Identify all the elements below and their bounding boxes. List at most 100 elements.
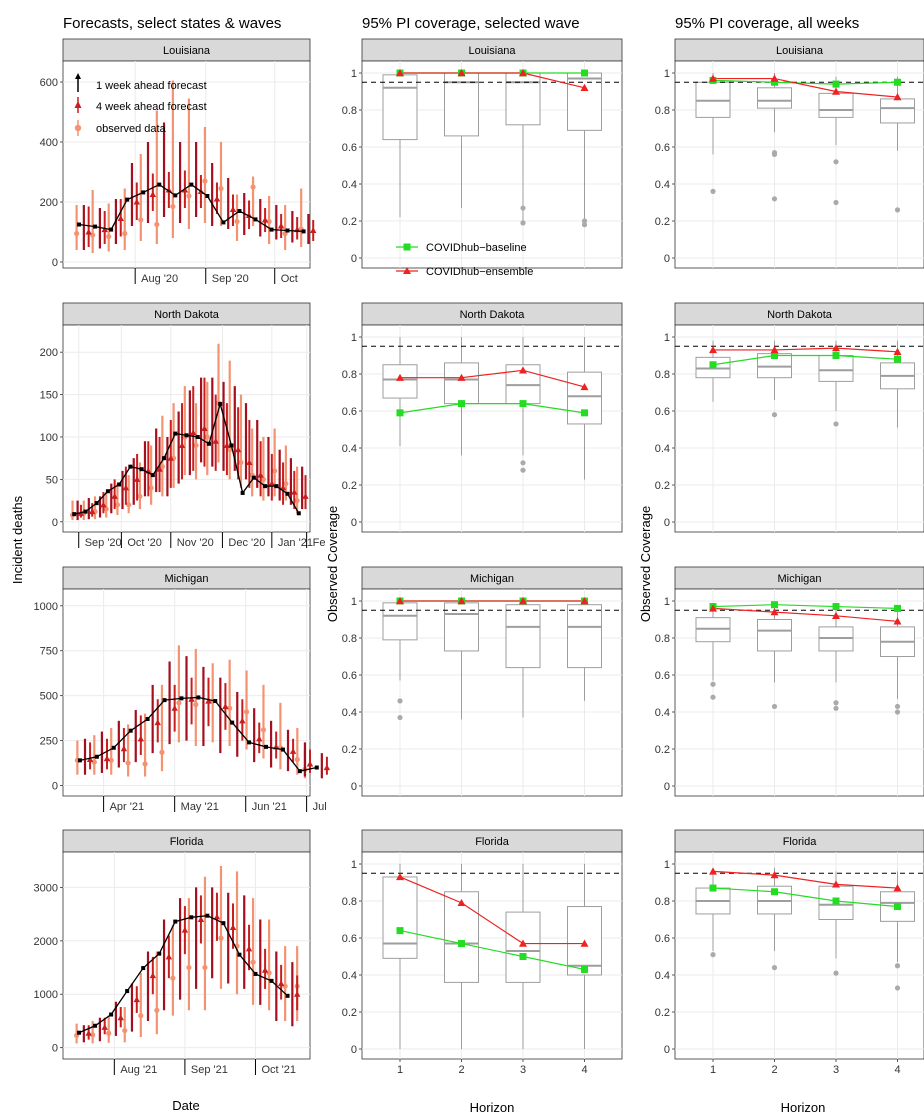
forecast-michigan-observed-point <box>145 717 150 722</box>
forecast-michigan-obs-point <box>108 757 114 763</box>
coverage-all-florida-outlier <box>833 970 839 976</box>
forecast-florida-panel: Florida 0 1000 2000 3000 Aug '21 Sep '21 Oct '2… <box>34 829 311 1076</box>
coverage-all-michigan-outlier <box>710 694 716 700</box>
forecast-michigan-wk1-marker <box>120 745 128 752</box>
coverage-all-florida-baseline-marker <box>894 903 901 911</box>
coverage-legend: COVIDhub−baseline COVIDhub−ensemble <box>396 242 533 278</box>
forecast-michigan-wk1-marker <box>154 719 161 726</box>
coverage-wave-florida-ensemble-marker <box>519 939 527 947</box>
coverage-wave-michigan-ensemble-marker <box>580 597 589 605</box>
coverage-all-louisiana-baseline-marker <box>832 80 840 88</box>
coverage-all-michigan-ensemble-marker <box>770 608 779 616</box>
coverage-wave-north-dakota-outlier <box>520 460 526 466</box>
forecast-north-dakota-xtick-label: Sep '20 <box>85 537 122 549</box>
coverage-all-florida-outlier <box>710 952 716 958</box>
forecast-north-dakota-observed-point <box>117 482 122 487</box>
forecast-florida-obs-point <box>266 970 272 976</box>
forecast-florida-obs-point <box>250 959 256 965</box>
forecast-louisiana-observed-point <box>205 194 210 198</box>
coverage-wave-michigan-ensemble-marker <box>396 597 404 605</box>
forecast-florida-xtick-label: Aug '21 <box>120 1064 157 1076</box>
forecast-florida-ytick-label: 0 <box>52 1043 58 1055</box>
forecast-north-dakota-panel: North Dakota 0 50 100 150 200 Sep '20 Oct '20 No… <box>40 302 325 549</box>
coverage-wave-north-dakota-baseline-line <box>399 403 585 414</box>
title-forecasts: Forecasts, select states & waves <box>63 15 281 32</box>
y-axis-label-coverage-all: Observed Coverage <box>638 506 653 622</box>
forecast-north-dakota-wk1-marker <box>156 465 163 472</box>
forecast-louisiana-observed-point <box>301 229 306 234</box>
forecast-louisiana-observed-point <box>157 182 162 187</box>
forecast-florida-wk1-marker <box>85 1030 92 1036</box>
forecast-michigan-observed-point <box>280 747 285 752</box>
forecast-michigan-xtick-label: May '21 <box>181 801 219 813</box>
forecast-louisiana-wk1-marker <box>165 186 173 193</box>
forecast-florida-wk1-marker <box>165 953 173 960</box>
forecast-michigan-observed-point <box>111 745 116 750</box>
forecast-florida-ytick-label: 1000 <box>34 989 58 1001</box>
coverage-all-north-dakota-ensemble-marker <box>832 344 840 352</box>
coverage-wave-louisiana-ytick-label: 0 <box>351 253 357 265</box>
coverage-wave-north-dakota-ensemble-marker <box>396 373 404 381</box>
coverage-wave-michigan-box <box>505 604 541 669</box>
forecast-florida-wk1-marker <box>181 926 189 933</box>
coverage-all-florida-ensemble-marker <box>709 867 717 875</box>
coverage-all-louisiana-ensemble-line <box>713 77 898 98</box>
forecast-michigan-obs-point <box>142 761 148 767</box>
forecast-louisiana-ytick-label: 0 <box>52 257 58 269</box>
coverage-wave-florida-ensemble-marker <box>457 898 466 907</box>
coverage-all-florida-ensemble-marker <box>770 871 779 879</box>
forecast-north-dakota-wk1-marker <box>100 501 107 508</box>
forecast-north-dakota-observed-point <box>195 434 200 439</box>
coverage-wave-florida-baseline-marker <box>458 940 465 948</box>
coverage-all-louisiana-baseline-marker <box>894 78 901 86</box>
coverage-wave-florida-baseline-marker <box>581 965 588 973</box>
coverage-all-louisiana-baseline-line <box>712 79 898 85</box>
coverage-wave-louisiana-outlier <box>520 220 526 226</box>
y-axis-label-deaths: Incident deaths <box>10 495 25 584</box>
coverage-wave-louisiana-outlier <box>581 222 588 228</box>
coverage-all-louisiana-ensemble-marker <box>709 74 717 82</box>
coverage-wave-florida-ytick-label: 0.4 <box>342 970 357 982</box>
forecast-louisiana-obs-point <box>186 193 192 199</box>
coverage-wave-florida-baseline-marker <box>396 927 404 935</box>
forecast-north-dakota-strip-label: North Dakota <box>154 309 220 321</box>
forecast-louisiana-wk1-marker <box>261 216 269 223</box>
forecast-florida-obs-point <box>186 964 192 971</box>
forecast-north-dakota-wk1-marker <box>133 476 141 482</box>
coverage-wave-louisiana-ensemble-line <box>400 72 585 89</box>
coverage-wave-florida-box <box>444 891 479 983</box>
forecast-florida-wk1-marker <box>133 996 140 1003</box>
y-axis-label-coverage-wave: Observed Coverage <box>325 506 340 622</box>
forecast-michigan-xtick-label: Apr '21 <box>110 801 145 813</box>
coverage-all-louisiana-baseline-marker <box>771 78 778 86</box>
forecast-michigan-ytick-label: 0 <box>52 781 58 793</box>
forecast-louisiana-observed-point <box>269 227 274 232</box>
x-axis-label-date: Date <box>172 1098 199 1113</box>
forecast-north-dakota-wk1-marker <box>178 442 186 449</box>
forecast-florida-observed-point <box>77 1030 82 1035</box>
coverage-wave-louisiana-ytick-label: 0.8 <box>342 105 357 117</box>
coverage-all-louisiana-outlier <box>771 151 778 157</box>
coverage-wave-michigan-panel: Michigan 0 0.2 0.4 0.6 0.8 1 <box>342 566 623 797</box>
coverage-all-louisiana-strip-label: Louisiana <box>776 45 824 57</box>
forecast-florida-obs-point <box>122 1027 128 1034</box>
forecast-north-dakota-observed-point <box>105 489 110 494</box>
forecast-north-dakota-wk1-marker <box>111 493 118 499</box>
forecast-north-dakota-observed-point <box>72 512 77 517</box>
coverage-wave-louisiana-strip-label: Louisiana <box>468 45 516 57</box>
forecast-north-dakota-obs-point <box>260 476 267 482</box>
forecast-north-dakota-xtick-label: Nov '20 <box>177 537 214 549</box>
coverage-wave-michigan-ytick-label: 0.6 <box>342 670 357 682</box>
coverage-all-florida-ytick-label: 0.6 <box>655 933 670 945</box>
forecast-louisiana-wk1-marker <box>101 226 108 233</box>
coverage-wave-north-dakota-box <box>382 364 418 399</box>
coverage-wave-louisiana-ensemble-marker <box>580 83 589 91</box>
coverage-all-michigan-ytick-label: 0 <box>664 781 670 793</box>
coverage-wave-michigan-ytick-label: 1 <box>351 596 357 608</box>
coverage-all-louisiana-outlier <box>894 207 901 213</box>
forecast-north-dakota-wk1-marker <box>234 446 242 453</box>
coverage-all-florida-outlier <box>771 965 778 971</box>
coverage-all-michigan-baseline-marker <box>832 603 840 611</box>
forecast-north-dakota-obs-point <box>103 506 109 512</box>
